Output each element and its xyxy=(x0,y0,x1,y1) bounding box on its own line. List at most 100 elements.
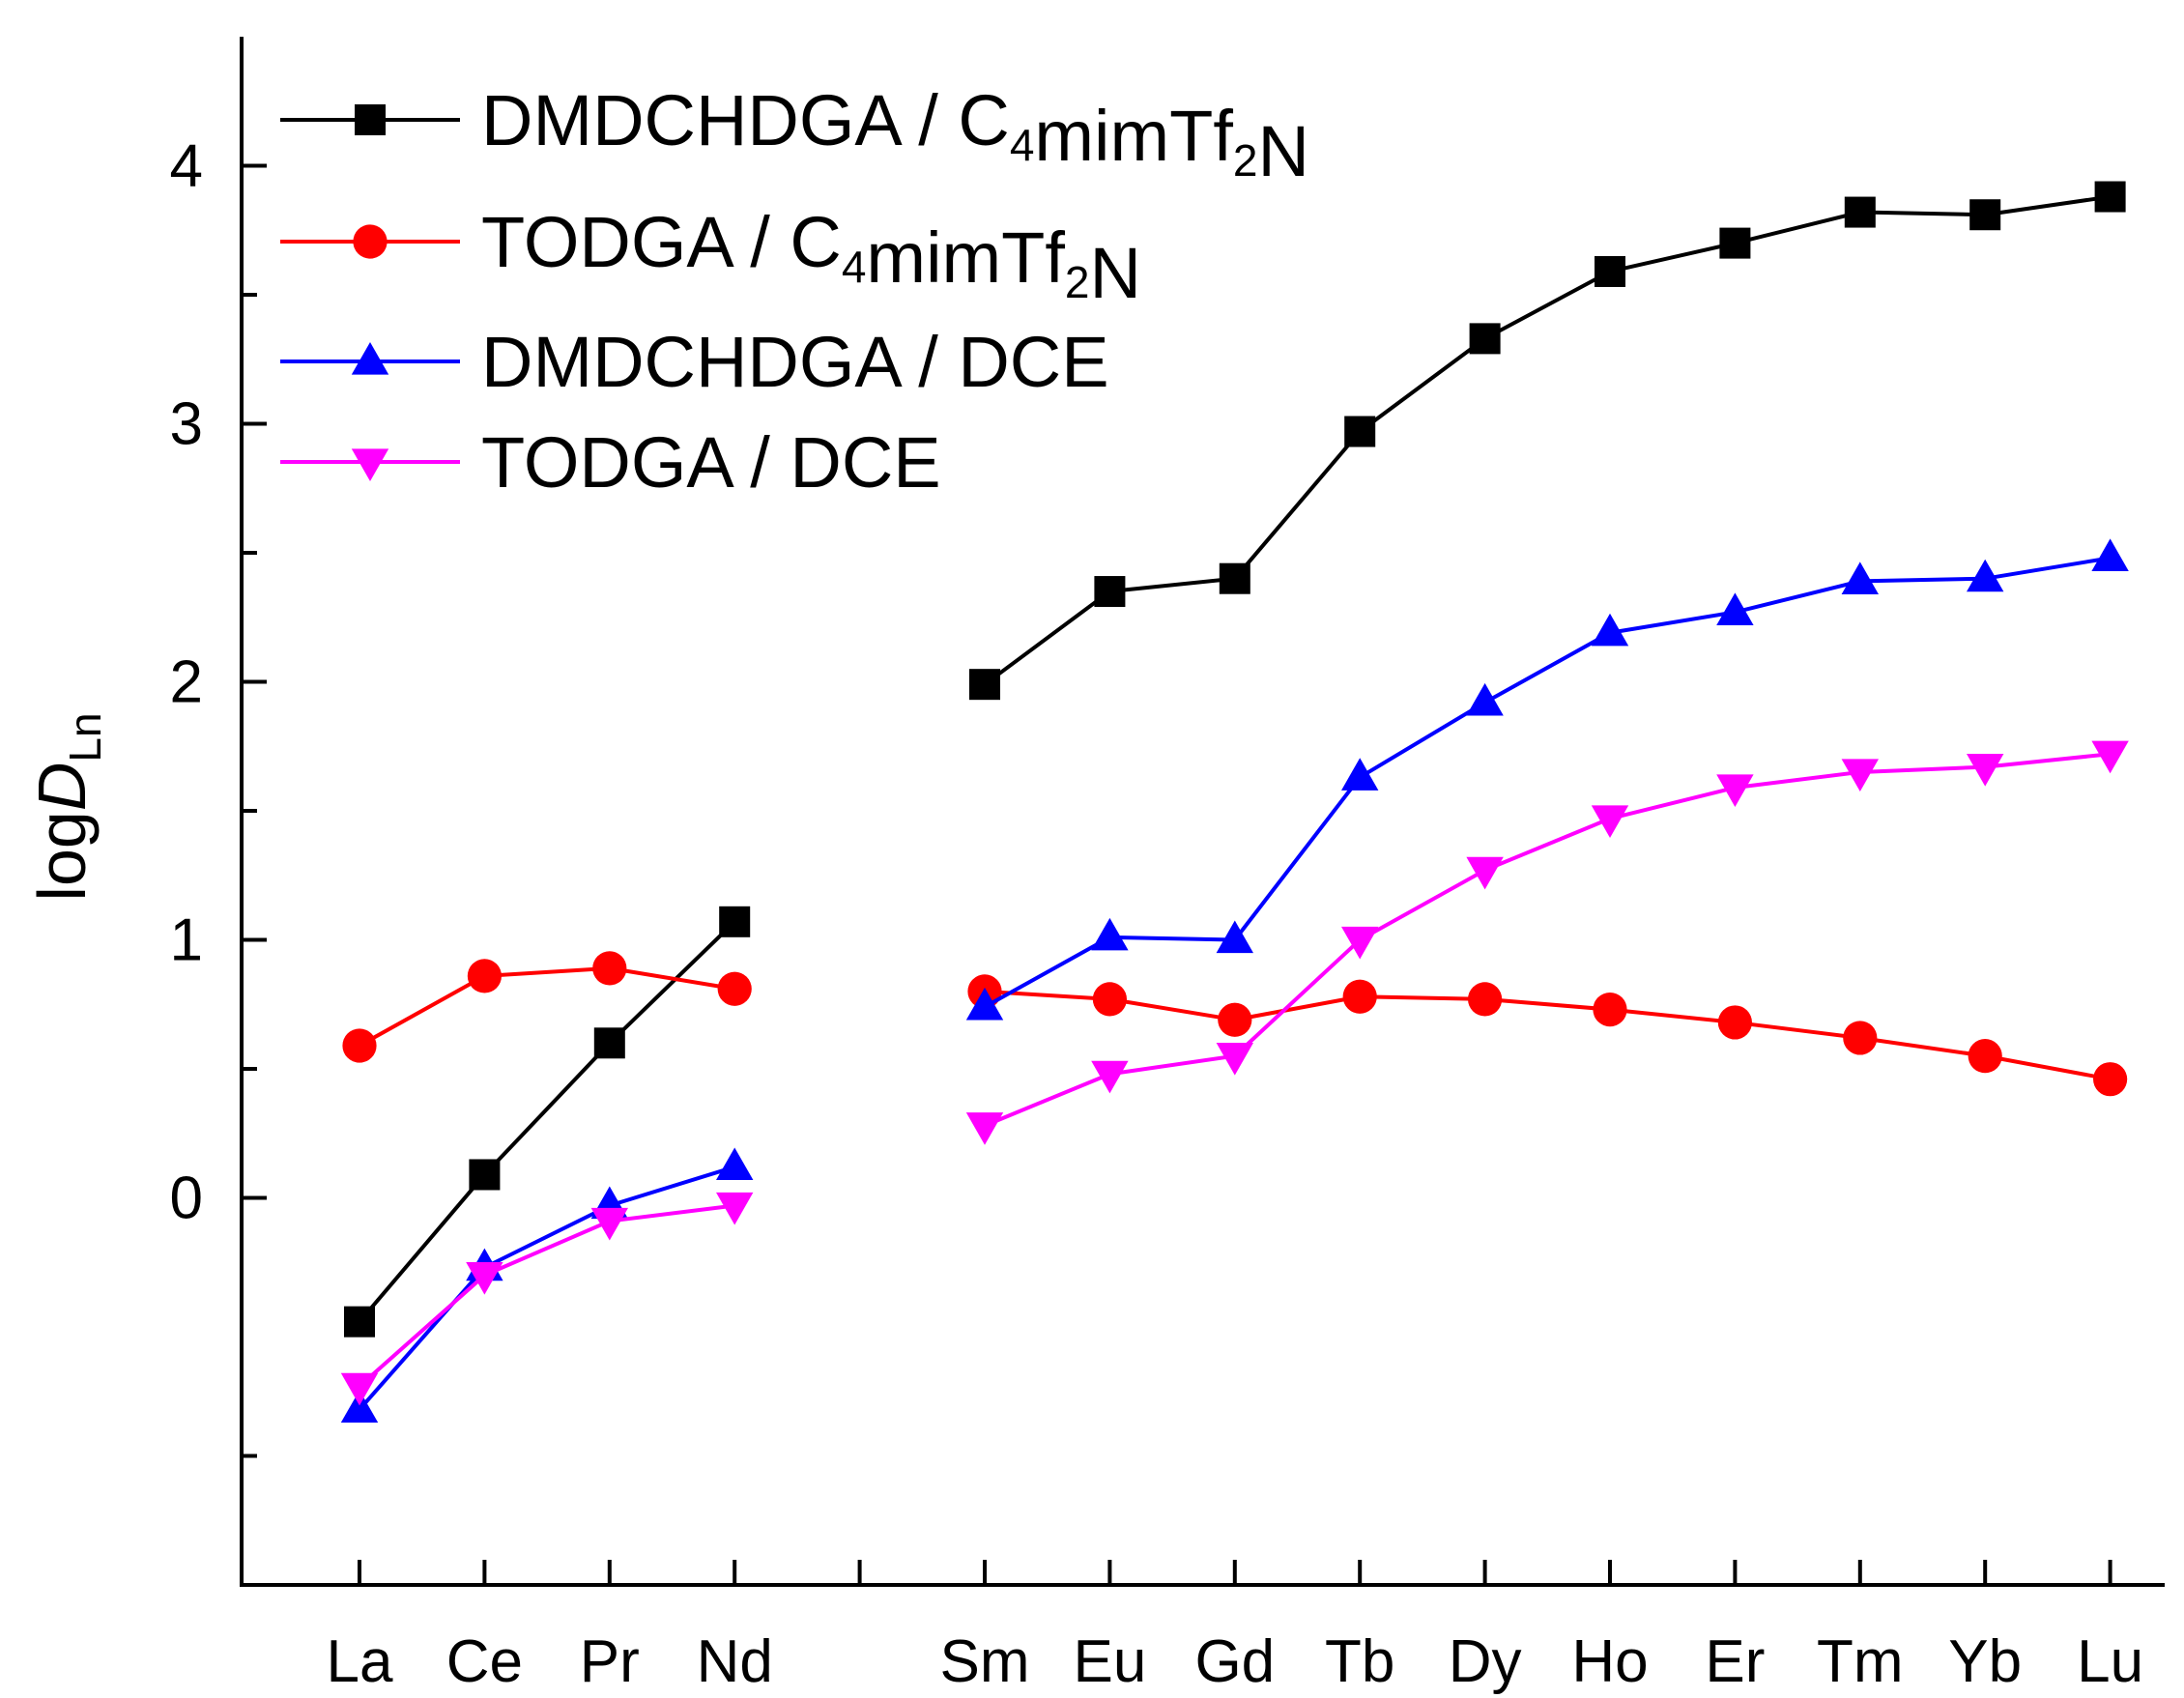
data-point-lu xyxy=(2091,538,2129,571)
x-tick-label: Tm xyxy=(1817,1628,1904,1695)
x-tick-label: Tb xyxy=(1325,1628,1394,1695)
data-point-dy xyxy=(1466,856,1504,890)
data-point-ce xyxy=(469,1159,501,1191)
y-axis-ticks: 0 1 2 3 4 xyxy=(170,133,267,1458)
series-line xyxy=(358,920,736,1323)
data-point-gd xyxy=(1216,1043,1253,1076)
data-point-yb xyxy=(1969,199,2001,231)
x-tick-label: Eu xyxy=(1073,1628,1146,1695)
legend-item: DMDCHDGA / C4mimTf2N xyxy=(280,80,1309,191)
data-point-yb xyxy=(1968,1039,2002,1074)
legend-item: TODGA / C4mimTf2N xyxy=(280,202,1141,313)
legend-marker xyxy=(355,104,386,135)
data-point-sm xyxy=(969,669,1000,701)
data-point-tm xyxy=(1841,561,1879,594)
series-line xyxy=(359,965,735,1048)
data-point-er xyxy=(1716,774,1754,807)
x-tick-label: Nd xyxy=(697,1628,773,1695)
series-todga-dce xyxy=(340,740,2129,1406)
y-tick-label: 1 xyxy=(170,907,203,974)
data-point-pr xyxy=(590,1207,628,1241)
data-point-eu xyxy=(1092,982,1127,1017)
x-tick-label: Lu xyxy=(2077,1628,2143,1695)
legend-item: TODGA / DCE xyxy=(280,422,941,503)
data-point-pr xyxy=(592,951,627,986)
data-point-tm xyxy=(1843,1021,1878,1055)
legend-item: DMDCHDGA / DCE xyxy=(280,322,1109,402)
data-point-dy xyxy=(1469,323,1501,355)
data-point-ce xyxy=(467,959,502,993)
y-tick-label: 2 xyxy=(170,649,203,716)
data-point-eu xyxy=(1091,917,1129,951)
data-point-lu xyxy=(2091,740,2129,774)
data-point-nd xyxy=(716,1192,754,1225)
x-tick-label: Er xyxy=(1705,1628,1765,1695)
series-todga-c4mimtf2n xyxy=(342,951,2128,1097)
data-point-er xyxy=(1717,1005,1752,1040)
x-tick-label: Sm xyxy=(940,1628,1030,1695)
data-point-tb xyxy=(1341,926,1379,960)
data-point-eu xyxy=(1094,576,1126,608)
data-point-lu xyxy=(2094,181,2126,213)
data-point-sm xyxy=(965,1112,1004,1145)
data-point-lu xyxy=(2093,1062,2128,1097)
y-axis-title: logDLn xyxy=(24,712,110,901)
data-point-tb xyxy=(1344,416,1376,447)
data-point-yb xyxy=(1967,754,2004,787)
x-tick-label: Yb xyxy=(1948,1628,2022,1695)
series-line xyxy=(984,556,2111,1009)
data-point-gd xyxy=(1219,562,1250,594)
x-tick-label: Ce xyxy=(446,1628,523,1695)
data-point-la xyxy=(344,1306,375,1338)
series-line xyxy=(984,989,2111,1081)
legend-label: DMDCHDGA / DCE xyxy=(481,322,1109,402)
legend-marker xyxy=(353,224,388,259)
data-point-dy xyxy=(1466,682,1504,716)
data-point-er xyxy=(1719,227,1751,259)
series-line xyxy=(358,1165,735,1411)
x-tick-label: Dy xyxy=(1449,1628,1522,1695)
data-point-sm xyxy=(965,987,1004,1021)
series-line xyxy=(983,194,2111,686)
data-point-ce xyxy=(466,1262,503,1295)
data-point-ho xyxy=(1593,992,1627,1027)
data-point-la xyxy=(340,1372,379,1406)
data-point-ho xyxy=(1595,255,1625,287)
x-tick-label: Pr xyxy=(580,1628,640,1695)
data-point-tm xyxy=(1841,759,1879,791)
x-tick-label: Ho xyxy=(1571,1628,1648,1695)
data-point-ho xyxy=(1591,613,1629,647)
data-point-gd xyxy=(1216,920,1253,954)
data-point-er xyxy=(1716,592,1754,626)
data-point-ho xyxy=(1591,805,1629,839)
legend-marker xyxy=(351,342,389,375)
data-point-nd xyxy=(716,1147,754,1181)
series-dmdchdga-c4mimtf2n xyxy=(344,181,2126,1338)
y-tick-label: 0 xyxy=(170,1166,203,1232)
series-line xyxy=(358,1203,735,1388)
legend-marker xyxy=(351,448,389,481)
series-dmdchdga-dce xyxy=(340,538,2129,1424)
x-tick-label: Gd xyxy=(1194,1628,1275,1695)
data-point-nd xyxy=(719,906,751,937)
data-point-la xyxy=(342,1028,377,1063)
legend-label: TODGA / DCE xyxy=(481,422,941,503)
data-point-tb xyxy=(1341,758,1379,791)
data-point-yb xyxy=(1967,559,2004,592)
data-point-gd xyxy=(1218,1002,1252,1037)
data-point-pr xyxy=(593,1027,625,1059)
y-tick-label: 4 xyxy=(170,133,203,200)
data-point-eu xyxy=(1091,1060,1129,1094)
data-point-tm xyxy=(1844,196,1876,228)
data-point-tb xyxy=(1342,979,1377,1014)
y-tick-label: 3 xyxy=(170,391,203,458)
data-point-nd xyxy=(717,971,752,1006)
data-point-dy xyxy=(1468,982,1503,1017)
legend-label: DMDCHDGA / C4mimTf2N xyxy=(481,80,1309,191)
x-tick-label: La xyxy=(327,1628,393,1695)
series-layer xyxy=(340,181,2129,1424)
legend-label: TODGA / C4mimTf2N xyxy=(481,202,1141,313)
data-point-la xyxy=(340,1390,379,1424)
